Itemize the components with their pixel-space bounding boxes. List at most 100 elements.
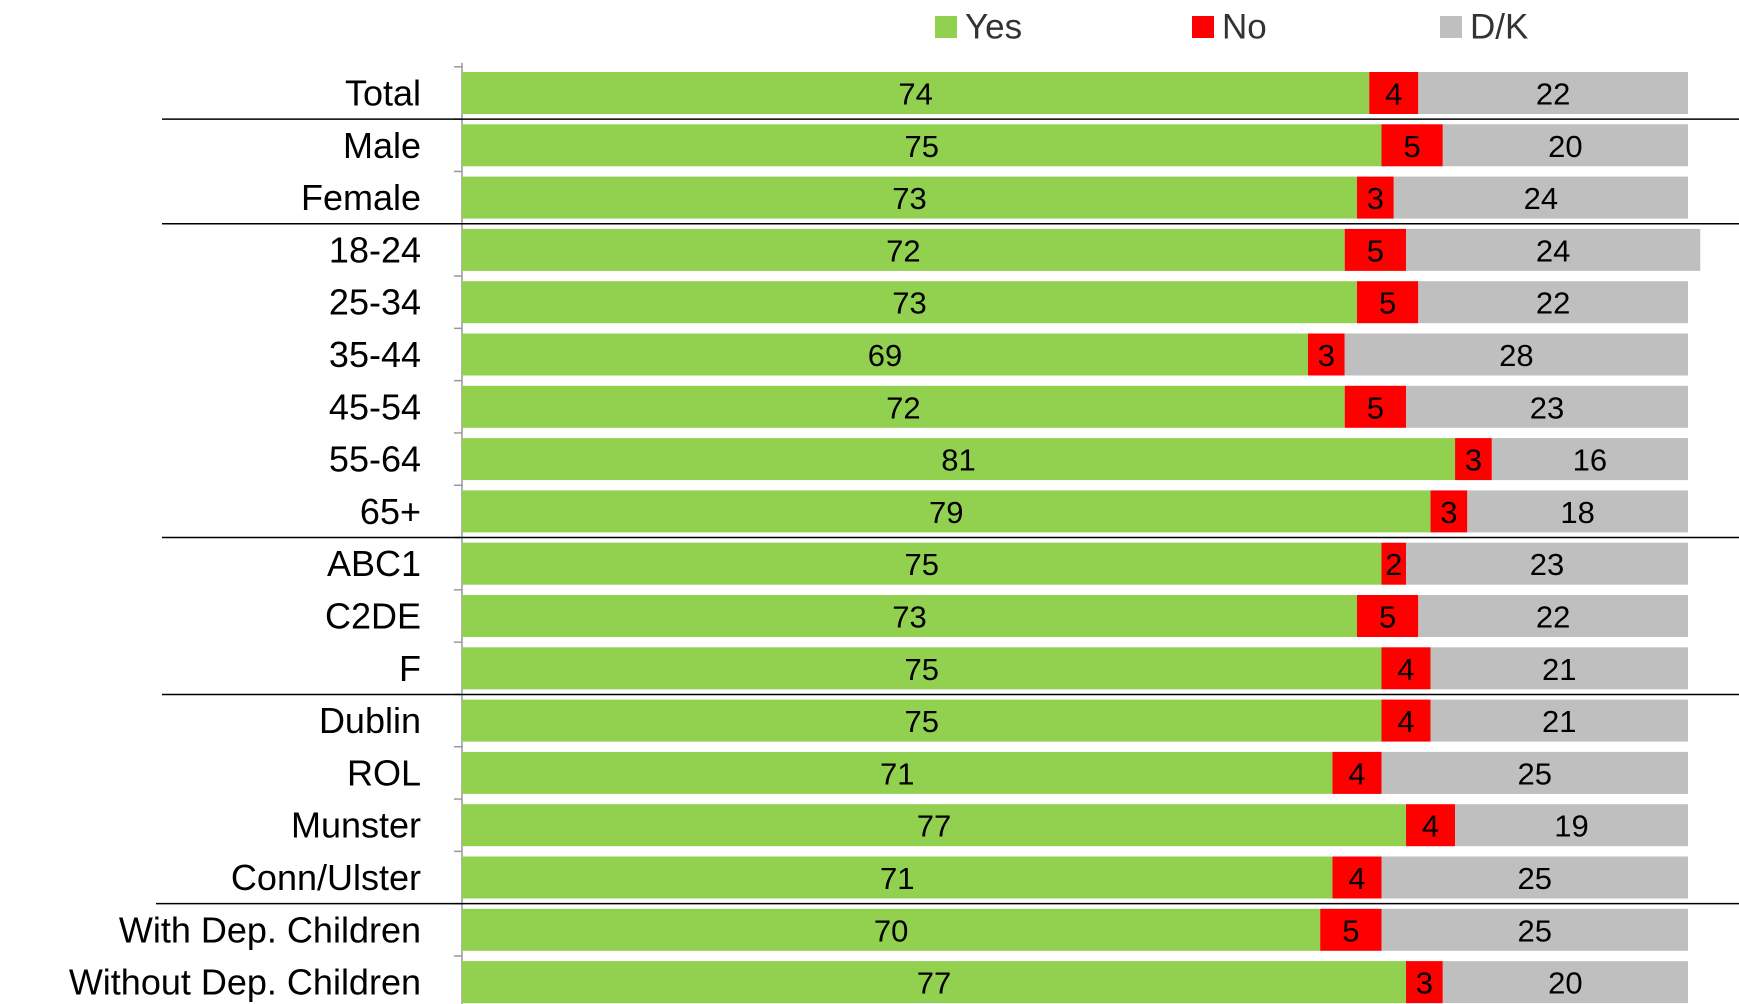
bar-segment [462, 751, 1333, 794]
bar-segment [1418, 72, 1688, 114]
value-label: 4 [1348, 861, 1365, 896]
bar-segment [1369, 72, 1419, 114]
category-label: ABC1 [327, 543, 421, 584]
bar-segment [462, 438, 1456, 481]
value-label: 21 [1542, 652, 1576, 687]
category-label: Dublin [319, 700, 421, 741]
value-label: 71 [880, 861, 914, 896]
category-label: Female [301, 177, 421, 218]
value-label: 4 [1397, 704, 1414, 739]
value-label: 4 [1348, 756, 1365, 791]
category-label: ROL [347, 752, 421, 793]
bar-segment [1455, 804, 1688, 847]
category-label: 18-24 [329, 229, 421, 270]
category-label: 35-44 [329, 334, 421, 375]
legend-swatch [1440, 16, 1462, 38]
value-label: 4 [1422, 809, 1439, 844]
bar-segment [1430, 647, 1688, 690]
category-label: 65+ [360, 491, 421, 532]
value-label: 24 [1536, 233, 1570, 268]
bar-segment [1406, 542, 1688, 585]
value-label: 2 [1385, 547, 1402, 582]
value-label: 4 [1397, 652, 1414, 687]
bar-segment [1393, 176, 1688, 219]
bar-segment [462, 176, 1357, 219]
bar-segment [1344, 333, 1688, 376]
bar-segment [462, 595, 1357, 637]
value-label: 3 [1440, 495, 1457, 530]
bar-segment [1356, 281, 1419, 324]
category-label: Total [345, 73, 421, 114]
value-label: 5 [1367, 390, 1384, 425]
bar-segment [1491, 438, 1688, 481]
value-label: 69 [868, 338, 902, 373]
value-label: 21 [1542, 704, 1576, 739]
value-label: 5 [1379, 600, 1396, 635]
bar-segment [1467, 490, 1688, 533]
value-label: 25 [1518, 861, 1552, 896]
value-label: 20 [1548, 966, 1582, 1001]
value-label: 73 [892, 286, 926, 321]
value-label: 24 [1524, 181, 1558, 216]
bar-segment [1307, 333, 1345, 376]
bar-segment [1344, 228, 1407, 271]
bar-segment [462, 804, 1407, 847]
bar-segment [1344, 385, 1407, 428]
value-label: 75 [905, 652, 939, 687]
value-label: 77 [917, 809, 951, 844]
bar-segment [462, 699, 1382, 742]
value-label: 23 [1530, 547, 1564, 582]
value-label: 75 [905, 129, 939, 164]
bar-segment [1332, 856, 1382, 899]
bar-segment [1381, 699, 1431, 742]
legend-swatch [935, 16, 957, 38]
bar-segment [1406, 228, 1701, 271]
bar-segment [1381, 856, 1688, 899]
bar-segment [1381, 124, 1443, 167]
bar-segment [462, 961, 1407, 1004]
value-label: 4 [1385, 77, 1402, 112]
bar-segment [462, 856, 1333, 899]
category-label: 55-64 [329, 439, 421, 480]
value-label: 70 [874, 913, 908, 948]
bar-segment [1381, 647, 1431, 690]
legend-label: D/K [1470, 8, 1528, 47]
value-label: 75 [905, 704, 939, 739]
value-label: 22 [1536, 77, 1570, 112]
value-label: 18 [1560, 495, 1594, 530]
value-label: 22 [1536, 600, 1570, 635]
bar-segment [462, 647, 1382, 690]
bar-segment [462, 333, 1308, 376]
bar-segment [1455, 438, 1492, 481]
legend-label: Yes [965, 8, 1022, 47]
value-label: 79 [929, 495, 963, 530]
bar-segment [1406, 385, 1688, 428]
value-label: 72 [886, 390, 920, 425]
category-label: With Dep. Children [119, 909, 421, 950]
value-label: 81 [941, 443, 975, 478]
value-label: 5 [1367, 233, 1384, 268]
bar-segment [462, 124, 1382, 167]
bar-segment [1406, 961, 1443, 1004]
value-label: 25 [1518, 756, 1552, 791]
bar-segment [1381, 908, 1688, 951]
bar-segment [462, 385, 1345, 428]
value-label: 5 [1404, 129, 1421, 164]
category-label: Conn/Ulster [231, 857, 421, 898]
bar-segment [462, 281, 1357, 324]
bar-segment [1418, 281, 1688, 324]
bar-segment [462, 908, 1321, 951]
bar-segment [1406, 804, 1456, 847]
value-label: 23 [1530, 390, 1564, 425]
value-label: 5 [1379, 286, 1396, 321]
value-label: 5 [1342, 913, 1359, 948]
category-label: Male [343, 125, 421, 166]
value-label: 20 [1548, 129, 1582, 164]
value-label: 75 [905, 547, 939, 582]
value-label: 25 [1518, 913, 1552, 948]
bar-segment [462, 490, 1431, 533]
value-label: 22 [1536, 286, 1570, 321]
value-label: 72 [886, 233, 920, 268]
legend-swatch [1192, 16, 1214, 38]
